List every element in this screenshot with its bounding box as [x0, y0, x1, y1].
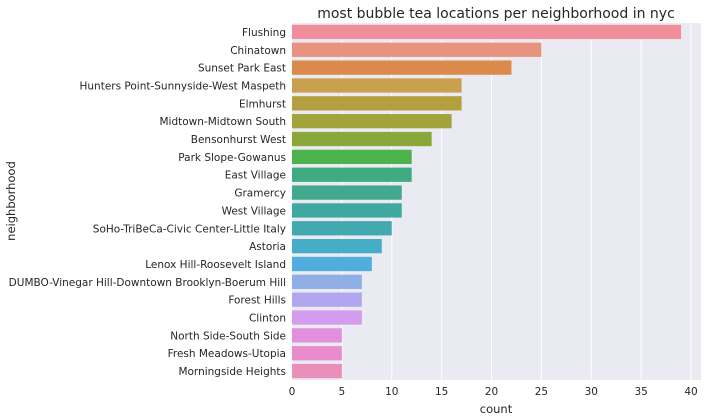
bar [292, 42, 542, 57]
bar [292, 256, 372, 272]
bar [292, 78, 462, 93]
y-tick-label: Sunset Park East [198, 63, 286, 75]
bar [292, 167, 412, 182]
bar [292, 328, 342, 343]
x-axis-title: count [480, 402, 513, 416]
y-tick-label: North Side-South Side [170, 330, 286, 342]
y-tick-label: Bensonhurst West [191, 134, 286, 146]
bar [292, 149, 412, 165]
x-tick-label: 15 [435, 386, 448, 398]
y-tick-label: Hunters Point-Sunnyside-West Maspeth [80, 80, 287, 92]
y-tick-label: SoHo-TriBeCa-Civic Center-Little Italy [93, 223, 286, 235]
y-tick-label: Park Slope-Gowanus [178, 152, 286, 164]
y-tick-label: Morningside Heights [178, 366, 286, 378]
y-tick-label: Forest Hills [228, 295, 286, 307]
x-tick-label: 25 [535, 386, 548, 398]
y-tick-label: Fresh Meadows-Utopia [168, 348, 286, 360]
bar [292, 203, 402, 218]
x-tick-labels: 0 5 10 15 20 25 30 35 40 [289, 386, 698, 398]
y-tick-label: Lenox Hill-Roosevelt Island [145, 259, 286, 271]
bar [292, 114, 452, 129]
y-tick-labels: Flushing Chinatown Sunset Park East Hunters… [9, 27, 286, 378]
y-tick-label: East Village [225, 170, 286, 182]
bar [292, 363, 342, 379]
y-tick-label: Astoria [249, 241, 286, 253]
bar [292, 238, 382, 254]
y-tick-label: West Village [222, 205, 286, 217]
x-tick-label: 35 [634, 386, 647, 398]
y-tick-label: Gramercy [234, 188, 286, 200]
y-axis-title: neighborhood [4, 161, 18, 241]
bar [292, 60, 512, 75]
bars [292, 24, 682, 379]
x-tick-label: 20 [485, 386, 498, 398]
bar [292, 310, 362, 325]
x-tick-label: 30 [585, 386, 598, 398]
y-tick-label: Elmhurst [239, 98, 286, 110]
bar [292, 292, 362, 307]
bar [292, 274, 362, 289]
chart-title: most bubble tea locations per neighborho… [317, 6, 675, 22]
plot-area [292, 23, 701, 380]
bar [292, 185, 402, 200]
y-tick-label: Midtown-Midtown South [160, 116, 287, 128]
bar [292, 131, 432, 147]
y-tick-label: DUMBO-Vinegar Hill-Downtown Brooklyn-Boe… [9, 277, 286, 289]
x-tick-label: 5 [339, 386, 346, 398]
bar [292, 346, 342, 361]
bar [292, 221, 392, 236]
y-tick-label: Chinatown [230, 45, 286, 57]
bar [292, 24, 682, 40]
x-tick-label: 0 [289, 386, 296, 398]
bar [292, 96, 462, 111]
x-tick-label: 40 [684, 386, 697, 398]
x-tick-label: 10 [385, 386, 398, 398]
y-tick-label: Flushing [242, 27, 286, 39]
y-tick-label: Clinton [249, 313, 286, 325]
